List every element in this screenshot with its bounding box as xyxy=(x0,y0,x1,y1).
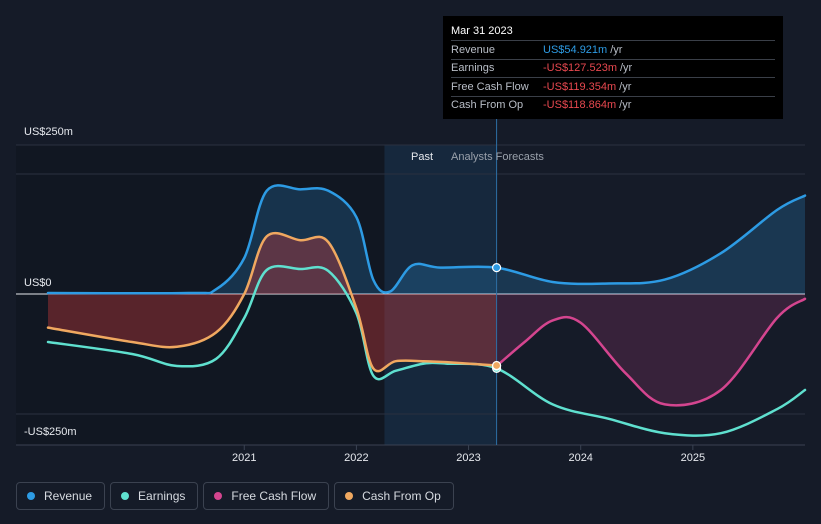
x-tick-2023: 2023 xyxy=(456,452,481,464)
tooltip-row-fcf: Free Cash Flow -US$119.354m /yr xyxy=(451,77,775,96)
free-cash-flow-dot-icon xyxy=(214,492,223,500)
legend-earnings[interactable]: Earnings xyxy=(110,482,199,510)
y-axis-label-bottom: -US$250m xyxy=(24,426,77,438)
x-tick-2025: 2025 xyxy=(680,452,706,464)
legend: Revenue Earnings Free Cash Flow Cash Fro… xyxy=(16,482,454,510)
tooltip-unit: /yr xyxy=(620,62,633,75)
earnings-dot-icon xyxy=(121,492,130,500)
cash-from-op-area xyxy=(48,233,497,372)
tooltip-date: Mar 31 2023 xyxy=(451,25,513,37)
legend-label: Free Cash Flow xyxy=(231,489,317,503)
tooltip-value: -US$119.354m xyxy=(543,80,617,93)
tooltip-row-revenue: Revenue US$54.921m /yr xyxy=(451,40,775,59)
revenue-area xyxy=(48,185,805,294)
cash-from-op-marker xyxy=(491,360,502,371)
earnings-line xyxy=(46,264,807,437)
free-cash-flow-line xyxy=(495,297,807,407)
tooltip-label: Cash From Op xyxy=(451,99,524,112)
cash-from-op-dot-icon xyxy=(345,492,354,500)
past-label: Past xyxy=(411,151,434,163)
tooltip-unit: /yr xyxy=(610,43,623,56)
tooltip-label: Free Cash Flow xyxy=(451,80,529,93)
legend-cash-from-op[interactable]: Cash From Op xyxy=(334,482,454,510)
free-cash-flow-area xyxy=(496,294,805,406)
tooltip-row-earnings: Earnings -US$127.523m /yr xyxy=(451,58,775,78)
tooltip-label: Revenue xyxy=(451,43,496,56)
tooltip-unit: /yr xyxy=(619,99,632,112)
revenue-marker xyxy=(491,263,502,273)
x-tick-2021: 2021 xyxy=(232,452,257,464)
tooltip-value: US$54.921m xyxy=(543,43,608,56)
tooltip-value: -US$118.864m xyxy=(543,99,617,112)
tooltip-label: Earnings xyxy=(451,62,495,75)
legend-revenue[interactable]: Revenue xyxy=(16,482,106,510)
legend-free-cash-flow[interactable]: Free Cash Flow xyxy=(203,482,330,510)
legend-label: Cash From Op xyxy=(362,489,441,503)
revenue-line xyxy=(46,184,807,295)
x-tick-2022: 2022 xyxy=(344,452,369,464)
x-tick-2024: 2024 xyxy=(568,452,593,464)
tooltip-row-cfo: Cash From Op -US$118.864m /yr xyxy=(451,95,775,115)
legend-label: Revenue xyxy=(44,489,93,503)
legend-label: Earnings xyxy=(138,489,186,503)
tooltip: Mar 31 2023 Revenue US$54.921m /yr Earni… xyxy=(443,16,783,119)
highlight-band xyxy=(384,145,497,445)
y-axis-label-top: US$250m xyxy=(24,126,73,138)
revenue-dot-icon xyxy=(27,492,35,500)
cash-from-op-line xyxy=(46,231,498,373)
tooltip-value: -US$127.523m xyxy=(543,62,617,75)
forecast-label: Analysts Forecasts xyxy=(451,151,544,163)
y-axis-label-zero: US$0 xyxy=(24,277,52,289)
tooltip-unit: /yr xyxy=(619,80,632,93)
